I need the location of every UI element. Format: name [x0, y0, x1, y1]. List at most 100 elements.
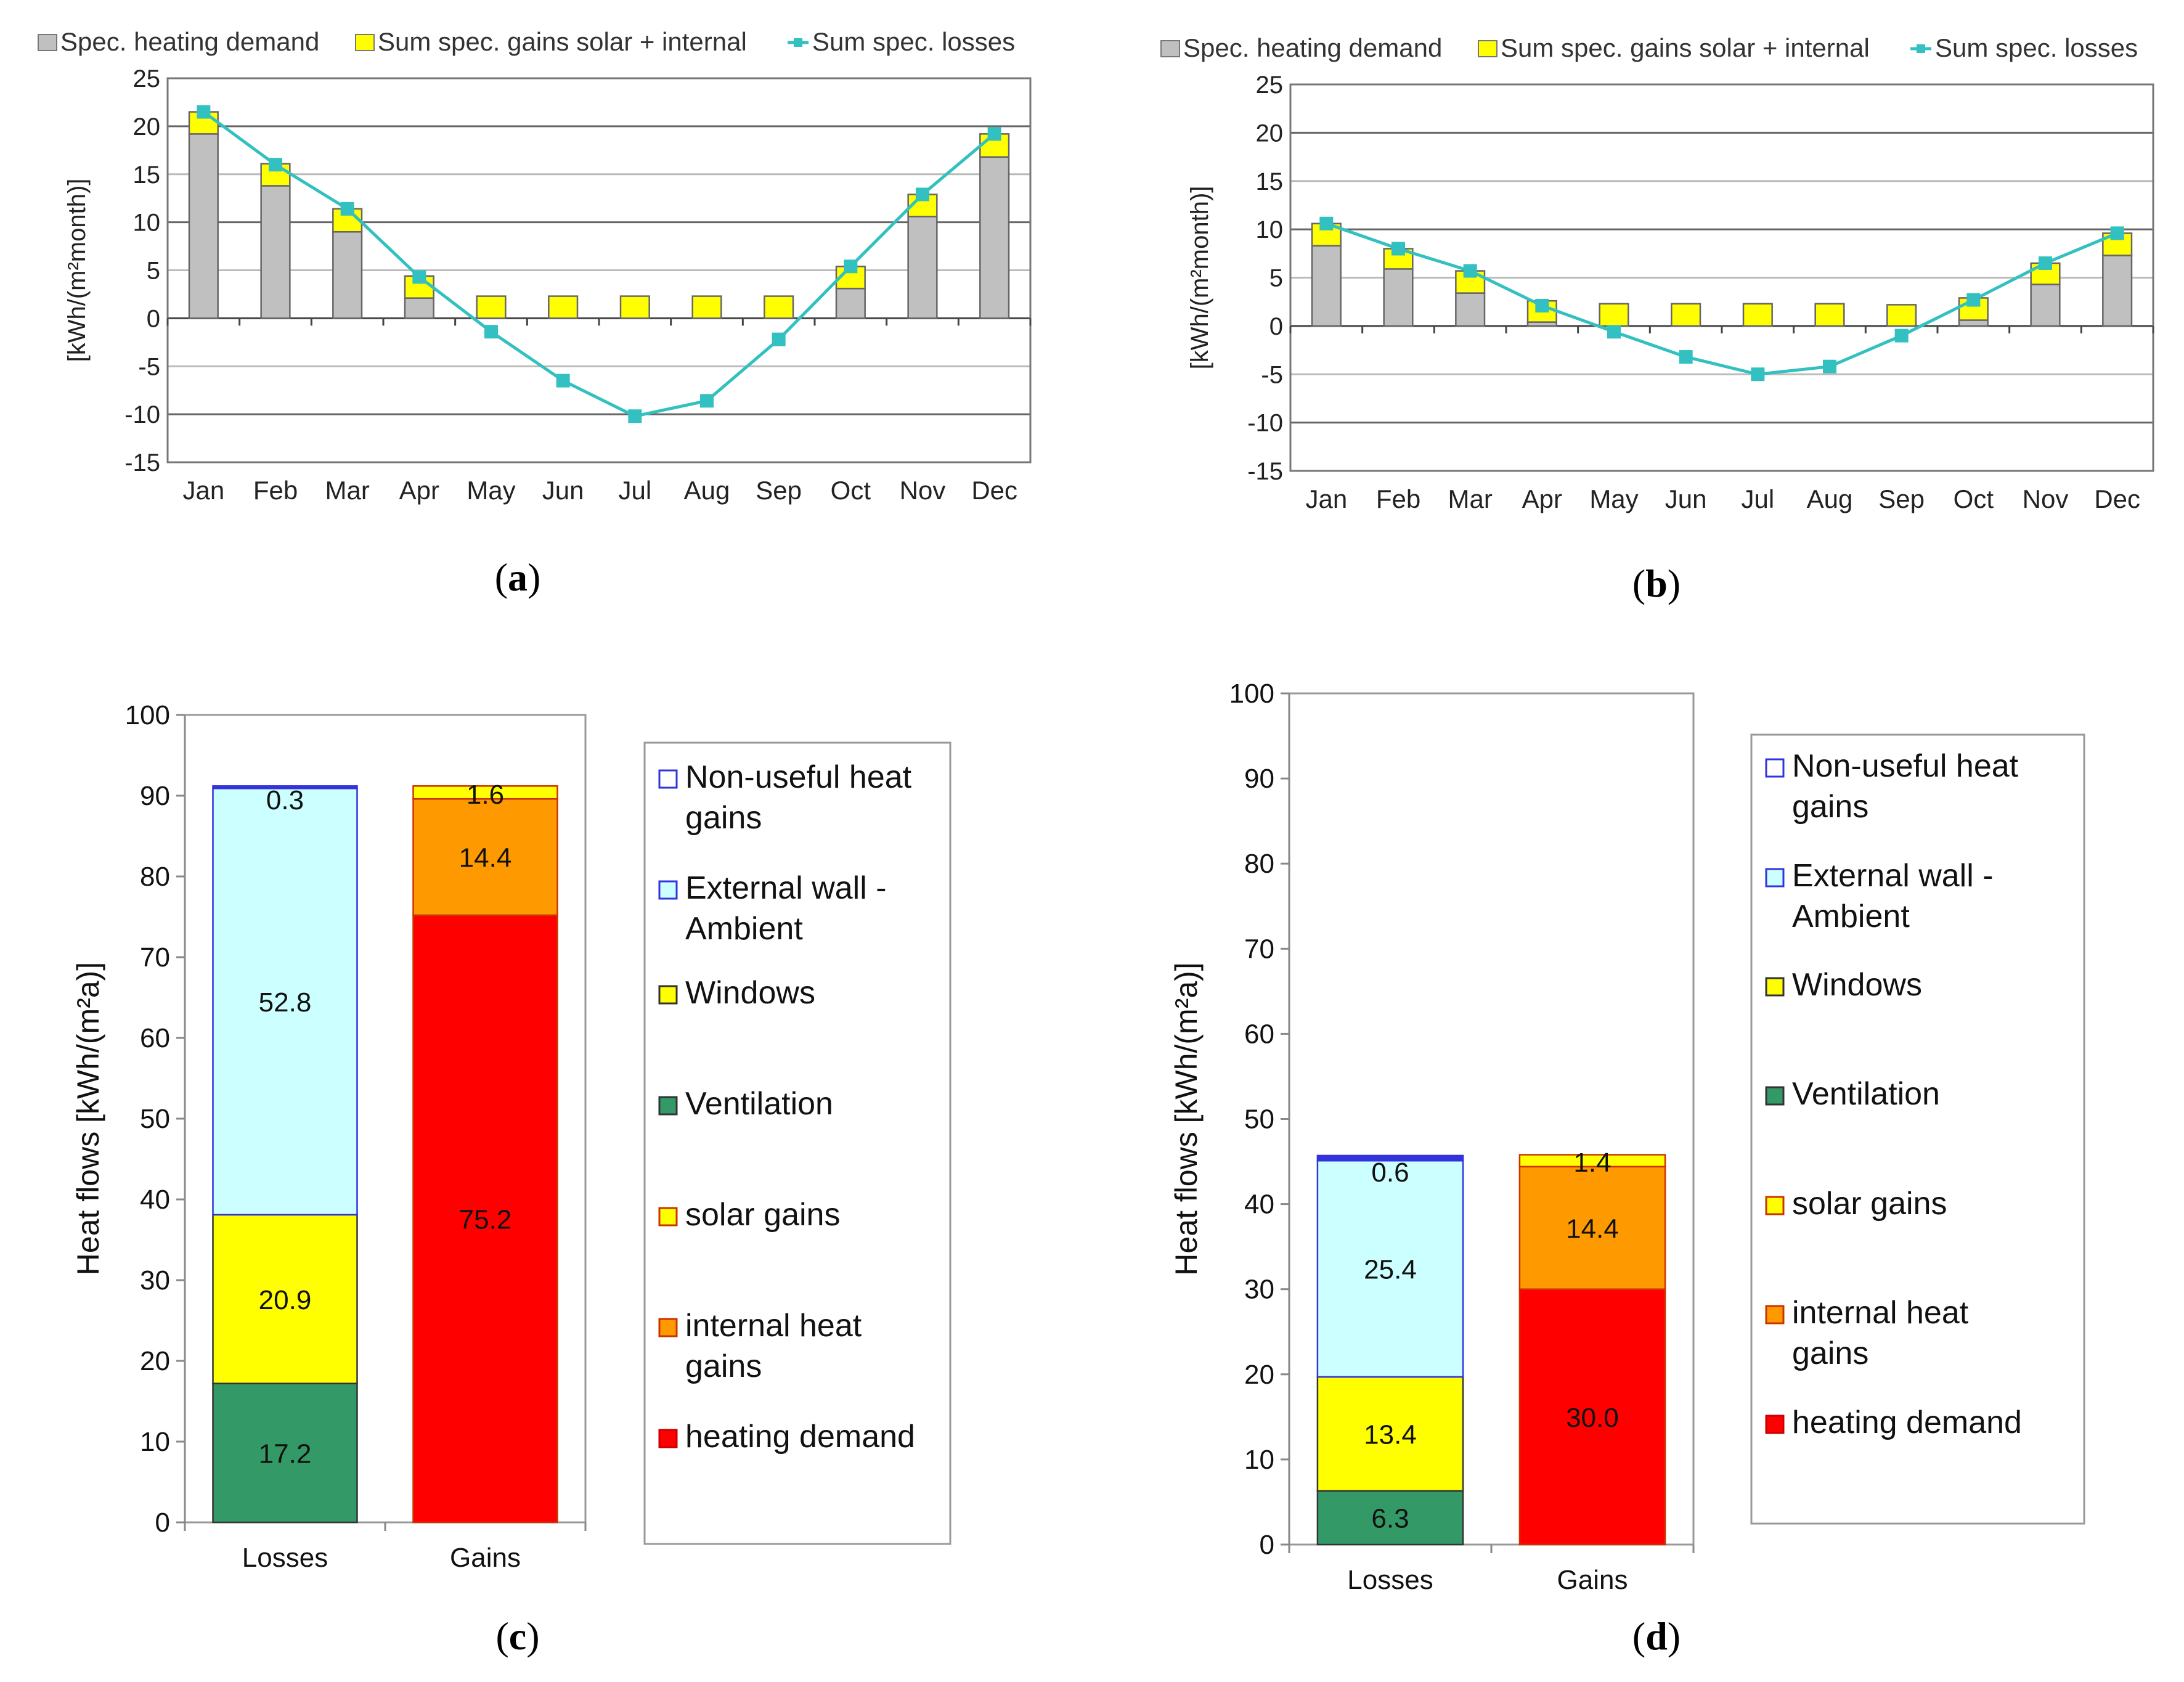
point-losses — [556, 374, 570, 388]
y-axis-title: Heat flows [kWh/(m²a)] — [71, 962, 105, 1275]
legend-swatch — [1765, 758, 1785, 778]
y-tick-label: 20 — [140, 1346, 170, 1376]
x-tick-label: Aug — [684, 476, 730, 505]
legend-label: internal heat — [1792, 1295, 1969, 1331]
legend: Spec. heating demand Sum spec. gains sola… — [1160, 33, 2138, 62]
legend-label-gains: Sum spec. gains solar + internal — [378, 27, 747, 56]
legend-swatch — [1765, 1086, 1785, 1106]
bar-gains — [548, 295, 579, 319]
data-label: 1.6 — [467, 780, 504, 810]
y-tick-label: 40 — [140, 1185, 170, 1215]
panel-label-b: (b) — [1632, 561, 1681, 605]
bar-heating-demand — [2102, 255, 2133, 327]
x-tick-label: Gains — [1557, 1565, 1628, 1595]
bar-gains — [619, 295, 650, 319]
point-losses — [987, 127, 1001, 141]
y-axis: 25 20 15 10 5 0 -5 -10 -15 [kWh/(m²month)] — [63, 65, 160, 476]
panel-b: Spec. heating demand Sum spec. gains sola… — [1092, 0, 2184, 641]
data-label: 25.4 — [1364, 1255, 1417, 1285]
gridlines — [168, 125, 1030, 415]
bars — [1311, 222, 2133, 327]
bar-gains — [476, 295, 507, 319]
y-tick-label: -15 — [124, 449, 160, 476]
x-tick-label: Jun — [1665, 484, 1707, 513]
monthly-chart-a: Spec. heating demand Sum spec. gains sola… — [38, 27, 1032, 505]
legend-label-heating-demand: Spec. heating demand — [60, 27, 319, 56]
legend-label: heating demand — [1792, 1405, 2022, 1440]
legend-swatch — [658, 769, 678, 789]
bar-heating-demand — [188, 133, 219, 319]
x-tick-label: Sep — [1878, 484, 1925, 513]
legend-label: heating demand — [685, 1419, 915, 1455]
y-tick-label: 10 — [140, 1427, 170, 1457]
monthly-chart-b: Spec. heating demand Sum spec. gains sola… — [1160, 33, 2154, 513]
bar-heating-demand — [1383, 268, 1414, 327]
stack-gains: 75.2 14.4 1.6 — [412, 780, 558, 1524]
data-label: 6.3 — [1371, 1503, 1409, 1533]
bar-heating-demand — [1958, 319, 1989, 327]
legend-swatch-heating-demand — [38, 34, 57, 51]
legend-label: gains — [685, 800, 762, 836]
y-tick-label: 20 — [1256, 120, 1284, 147]
legend-label-heating-demand: Spec. heating demand — [1183, 33, 1442, 62]
x-tick-label: Gains — [450, 1543, 521, 1573]
point-losses — [269, 158, 282, 172]
y-tick-label: 0 — [1269, 313, 1283, 340]
data-label: 13.4 — [1364, 1419, 1417, 1450]
legend-label: Windows — [1792, 967, 1922, 1003]
y-tick-label: -10 — [1247, 410, 1283, 437]
y-tick-label: 10 — [1244, 1445, 1274, 1475]
data-label: 52.8 — [259, 987, 312, 1018]
point-losses — [628, 409, 642, 423]
line-sum-spec-losses — [1326, 222, 2118, 376]
legend-label: internal heat — [685, 1308, 862, 1344]
legend-box — [643, 741, 951, 1545]
y-tick-label: 100 — [125, 700, 170, 730]
data-label: 0.6 — [1371, 1157, 1409, 1188]
x-tick-label: Mar — [1448, 484, 1492, 513]
legend-label: External wall - — [1792, 858, 1994, 894]
point-losses — [1679, 350, 1693, 364]
legend-marker-losses — [794, 38, 802, 47]
data-label: 17.2 — [259, 1439, 312, 1469]
legend-swatch — [658, 1207, 678, 1227]
legend-label: External wall - — [685, 870, 887, 906]
data-label: 20.9 — [259, 1285, 312, 1315]
y-tick-label: 20 — [133, 113, 161, 141]
legend-swatch — [658, 1096, 678, 1116]
legend-label: Non-useful heat — [685, 759, 912, 795]
data-label: 14.4 — [459, 843, 512, 873]
segment-external-wall — [1316, 1159, 1464, 1378]
x-axis: Losses Gains — [184, 1522, 587, 1573]
legend-label: Ambient — [1792, 899, 1910, 934]
point-losses — [1463, 264, 1477, 278]
legend-label-losses: Sum spec. losses — [812, 27, 1015, 56]
point-losses — [1966, 293, 1981, 307]
y-tick-label: 5 — [1269, 265, 1283, 292]
bar-heating-demand — [260, 185, 291, 319]
segment-ventilation — [212, 1382, 358, 1524]
point-losses — [340, 202, 354, 216]
y-tick-label: 60 — [140, 1023, 170, 1053]
x-tick-label: Oct — [1954, 484, 1994, 513]
plot-area — [1289, 83, 2154, 472]
legend-label-losses: Sum spec. losses — [1935, 33, 2138, 62]
y-tick-label: 70 — [1244, 934, 1274, 964]
legend-label: Non-useful heat — [1792, 748, 2019, 784]
legend: Non-useful heat gains External wall - Ambie… — [1750, 733, 2085, 1525]
bar-gains — [1886, 304, 1917, 327]
legend-label: gains — [1792, 789, 1868, 825]
point-losses — [2039, 256, 2052, 270]
legend-label: Windows — [685, 975, 815, 1011]
bar-heating-demand — [907, 216, 938, 319]
y-tick-label: -5 — [138, 353, 160, 380]
bar-heating-demand — [2030, 284, 2061, 327]
segment-non-useful-heat-gains — [212, 785, 358, 790]
x-tick-label: Nov — [900, 476, 946, 505]
point-losses — [1607, 325, 1621, 339]
stack-losses: 6.3 13.4 25.4 0.6 — [1316, 1154, 1464, 1546]
y-tick-label: 30 — [1244, 1275, 1274, 1305]
x-tick-label: May — [1589, 484, 1638, 513]
